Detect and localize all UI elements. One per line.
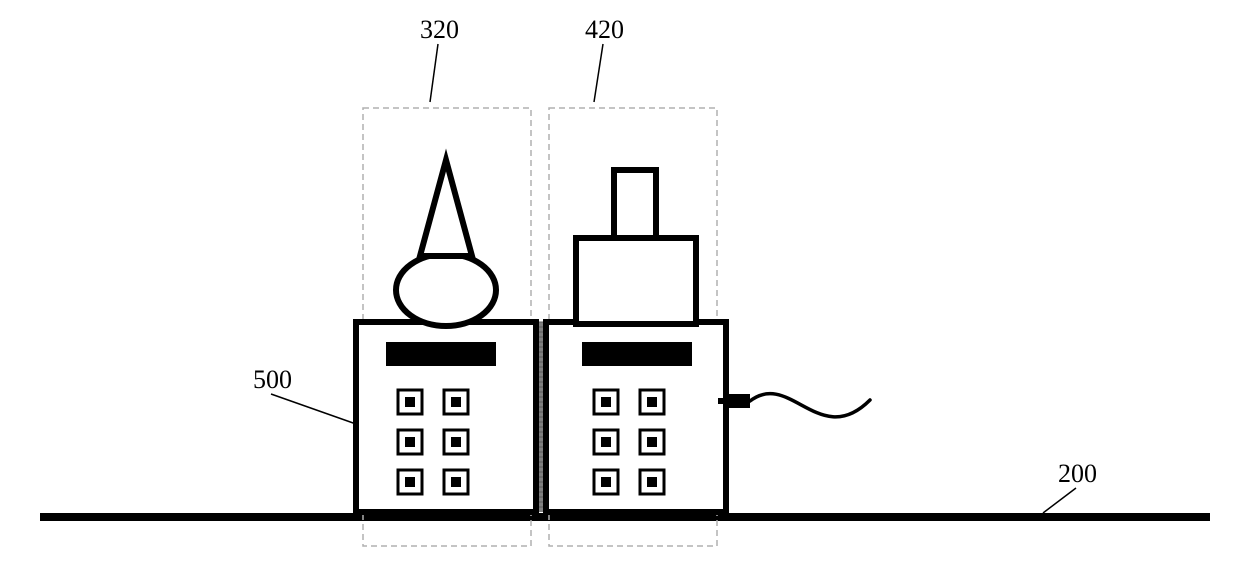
right-top-base <box>576 238 696 324</box>
cable-wire <box>750 394 870 417</box>
label-ground-text: 200 <box>1058 459 1097 488</box>
label-box500: 500 <box>253 365 356 424</box>
device-box-right <box>546 322 726 512</box>
left-device-top <box>396 160 496 326</box>
label-ground: 200 <box>1043 459 1097 513</box>
label-left-leader <box>430 44 438 102</box>
label-right: 420 <box>585 15 624 102</box>
device-box-left <box>356 322 536 512</box>
label-box500-leader <box>271 394 356 424</box>
label-ground-leader <box>1043 488 1076 513</box>
label-left: 320 <box>420 15 459 102</box>
diagram-canvas: 320 420 500 200 <box>0 0 1240 581</box>
device-right-display <box>582 342 692 366</box>
left-top-cone <box>420 160 472 256</box>
left-top-ellipse <box>396 254 496 326</box>
right-device-top <box>576 170 696 324</box>
device-left-display <box>386 342 496 366</box>
label-left-text: 320 <box>420 15 459 44</box>
label-right-leader <box>594 44 603 102</box>
label-right-text: 420 <box>585 15 624 44</box>
cable <box>718 394 870 417</box>
cable-plug <box>726 394 750 408</box>
label-box500-text: 500 <box>253 365 292 394</box>
right-top-stem <box>614 170 656 238</box>
